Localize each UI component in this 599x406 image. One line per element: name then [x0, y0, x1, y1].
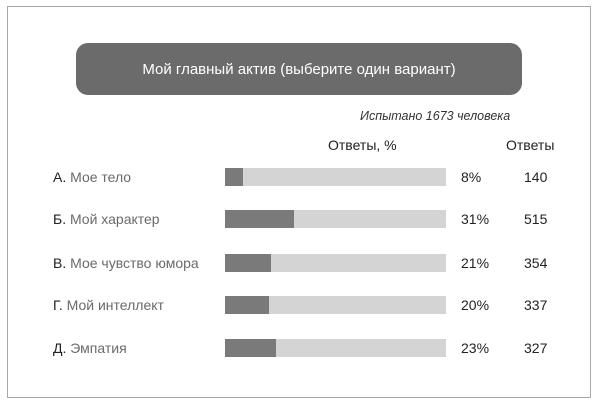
category-letter: В. — [53, 255, 71, 271]
bar-track — [225, 296, 446, 314]
bar-track — [225, 339, 446, 357]
count-column-header: Ответы — [506, 137, 555, 153]
category-letter: Д. — [53, 340, 71, 356]
category-letter: Г. — [53, 297, 67, 313]
bar-track — [225, 168, 446, 186]
bar-row: Б. Мой характер 31% 515 — [0, 209, 599, 229]
category-label: Б. Мой характер — [53, 209, 160, 229]
bar-row: А. Мое тело 8% 140 — [0, 167, 599, 187]
percent-data-label: 20% — [461, 297, 490, 313]
count-data-label: 140 — [524, 169, 548, 185]
bar — [225, 210, 294, 228]
chart-title: Мой главный актив (выберите один вариант… — [76, 43, 522, 95]
category-text: Эмпатия — [70, 340, 127, 356]
percent-data-label: 8% — [461, 169, 482, 185]
bar — [225, 339, 276, 357]
category-text: Мое чувство юмора — [70, 255, 199, 271]
count-data-label: 515 — [524, 211, 548, 227]
category-label: А. Мое тело — [53, 167, 131, 187]
category-text: Мое тело — [70, 169, 132, 185]
category-label: В. Мое чувство юмора — [53, 253, 199, 273]
category-text: Мой характер — [69, 211, 160, 227]
bar-track — [225, 254, 446, 272]
count-data-label: 337 — [524, 297, 548, 313]
category-label: Г. Мой интеллект — [53, 295, 164, 315]
bar-track — [225, 210, 446, 228]
percent-data-label: 23% — [461, 340, 490, 356]
category-letter: Б. — [53, 211, 70, 227]
bar — [225, 168, 243, 186]
bar-row: Д. Эмпатия 23% 327 — [0, 338, 599, 358]
category-letter: А. — [53, 169, 71, 185]
bar — [225, 254, 271, 272]
bar — [225, 296, 269, 314]
percent-data-label: 31% — [461, 211, 490, 227]
bar-row: Г. Мой интеллект 20% 337 — [0, 295, 599, 315]
count-data-label: 327 — [524, 340, 548, 356]
category-text: Мой интеллект — [66, 297, 164, 313]
percent-data-label: 21% — [461, 255, 490, 271]
bar-row: В. Мое чувство юмора 21% 354 — [0, 253, 599, 273]
category-label: Д. Эмпатия — [53, 338, 127, 358]
sample-note: Испытано 1673 человека — [360, 109, 511, 123]
count-data-label: 354 — [524, 255, 548, 271]
percent-column-header: Ответы, % — [328, 137, 397, 153]
